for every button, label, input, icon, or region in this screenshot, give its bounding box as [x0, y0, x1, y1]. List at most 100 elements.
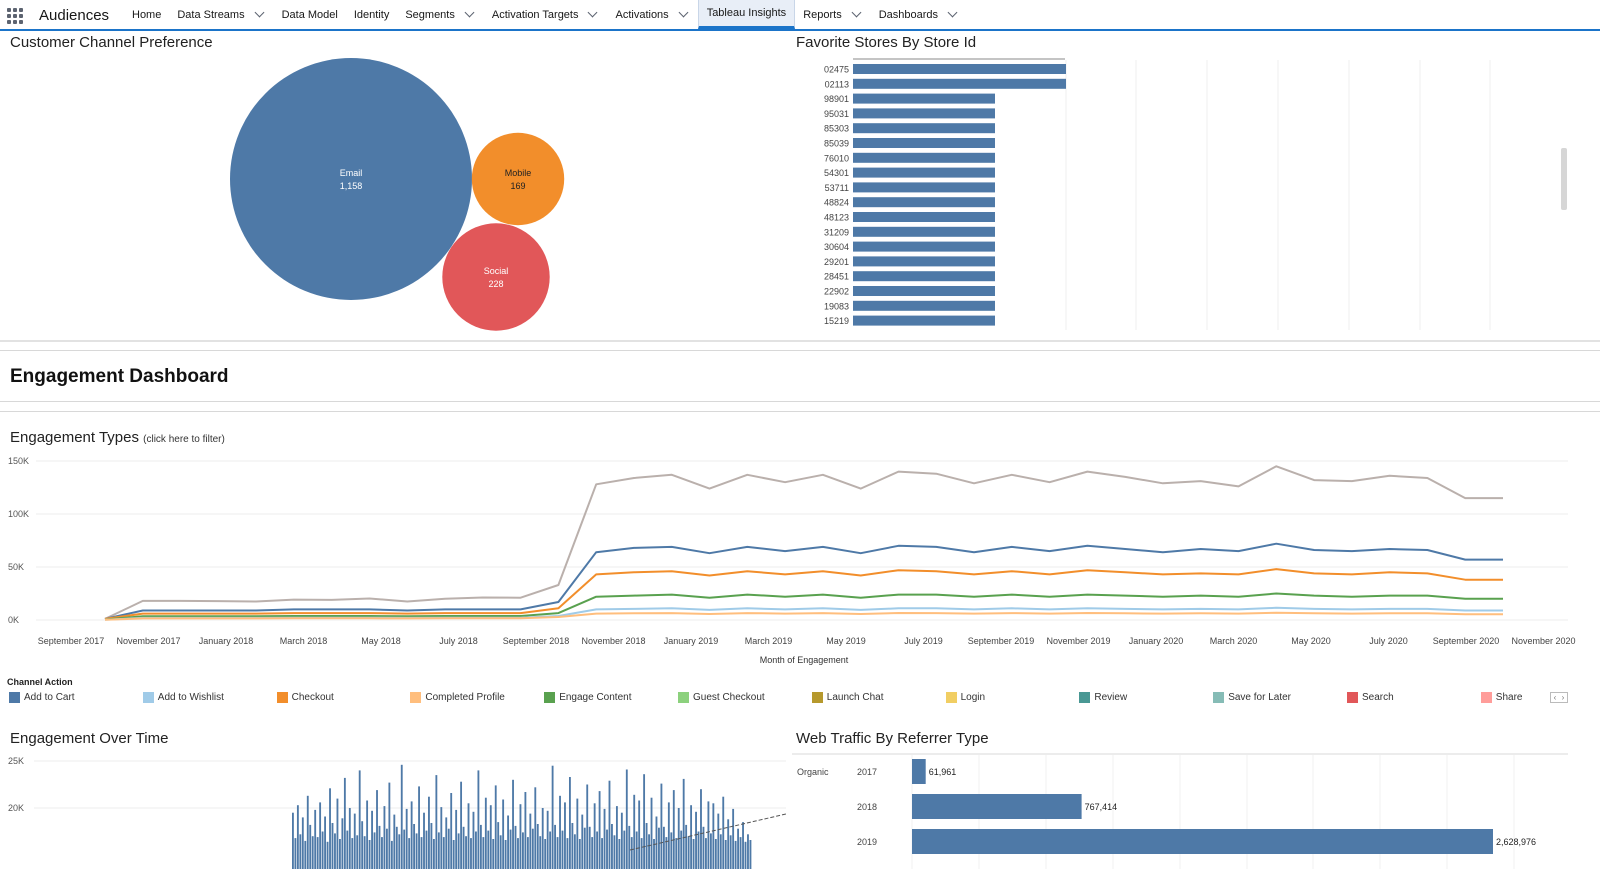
- engagement-bar[interactable]: [363, 836, 366, 869]
- series-line-checkout[interactable]: [104, 568, 1503, 620]
- engagement-bar[interactable]: [700, 789, 702, 869]
- engagement-bar[interactable]: [531, 828, 534, 869]
- engagement-bar[interactable]: [630, 837, 633, 869]
- nav-tab-data-model[interactable]: Data Model: [274, 0, 346, 29]
- engagement-bar[interactable]: [714, 839, 717, 869]
- legend-item-search[interactable]: Search: [1347, 692, 1394, 703]
- store-bar[interactable]: [853, 78, 1066, 89]
- engagement-bar[interactable]: [378, 825, 381, 869]
- engagement-bar[interactable]: [650, 797, 653, 869]
- store-bar[interactable]: [853, 123, 995, 134]
- engagement-bar[interactable]: [423, 812, 425, 869]
- engagement-bar[interactable]: [640, 838, 643, 869]
- engagement-bar[interactable]: [729, 835, 732, 869]
- engagement-bar[interactable]: [413, 824, 416, 869]
- engagement-bar[interactable]: [457, 833, 460, 869]
- engagement-types-filter-hint[interactable]: (click here to filter): [143, 434, 225, 445]
- legend-pager[interactable]: ‹ ›: [1550, 692, 1568, 703]
- engagement-bar[interactable]: [551, 765, 554, 869]
- engagement-bar[interactable]: [356, 835, 359, 869]
- store-bar[interactable]: [853, 271, 995, 282]
- engagement-bar[interactable]: [544, 839, 547, 869]
- engagement-bar[interactable]: [613, 835, 616, 869]
- store-bar[interactable]: [853, 300, 995, 311]
- traffic-bar[interactable]: [912, 829, 1493, 854]
- engagement-bar[interactable]: [734, 840, 737, 869]
- engagement-bar[interactable]: [653, 839, 655, 869]
- nav-tab-dashboards[interactable]: Dashboards: [871, 0, 967, 29]
- engagement-bar[interactable]: [403, 829, 406, 869]
- engagement-bar[interactable]: [519, 804, 522, 869]
- engagement-bar[interactable]: [477, 770, 480, 869]
- engagement-bar[interactable]: [633, 794, 636, 869]
- engagement-bar[interactable]: [655, 816, 658, 869]
- engagement-bar[interactable]: [635, 831, 638, 869]
- engagement-bar[interactable]: [546, 810, 549, 869]
- engagement-bar[interactable]: [450, 793, 453, 869]
- legend-item-save-for-later[interactable]: Save for Later: [1213, 692, 1291, 703]
- engagement-bar[interactable]: [306, 795, 309, 869]
- engagement-bar[interactable]: [586, 784, 589, 869]
- engagement-bar[interactable]: [388, 782, 391, 869]
- engagement-bar[interactable]: [351, 838, 354, 869]
- nav-tab-reports[interactable]: Reports: [795, 0, 871, 29]
- engagement-bar[interactable]: [707, 801, 710, 869]
- engagement-bar[interactable]: [447, 828, 450, 869]
- engagement-bar[interactable]: [343, 777, 346, 869]
- engagement-bar[interactable]: [361, 821, 364, 869]
- legend-item-share[interactable]: Share: [1480, 692, 1522, 703]
- engagement-bar[interactable]: [301, 817, 304, 869]
- engagement-bar[interactable]: [400, 764, 403, 869]
- engagement-bar[interactable]: [482, 837, 485, 869]
- engagement-bar[interactable]: [598, 791, 601, 869]
- engagement-bar[interactable]: [509, 829, 512, 869]
- engagement-bar[interactable]: [692, 839, 695, 869]
- engagement-bar[interactable]: [373, 832, 376, 869]
- engagement-bar[interactable]: [670, 832, 673, 869]
- series-line-completed-profile[interactable]: [104, 611, 1503, 621]
- store-bar[interactable]: [853, 226, 995, 237]
- engagement-bar[interactable]: [749, 840, 752, 869]
- engagement-bar[interactable]: [727, 819, 730, 869]
- engagement-bar[interactable]: [522, 832, 524, 869]
- legend-item-checkout[interactable]: Checkout: [276, 692, 334, 703]
- engagement-bar[interactable]: [336, 798, 339, 869]
- nav-tab-data-streams[interactable]: Data Streams: [169, 0, 273, 29]
- store-bar[interactable]: [853, 138, 995, 148]
- engagement-bar[interactable]: [321, 831, 324, 869]
- engagement-bar[interactable]: [732, 808, 735, 869]
- engagement-bar[interactable]: [398, 834, 401, 869]
- engagement-bar[interactable]: [690, 805, 693, 869]
- nav-tab-home[interactable]: Home: [124, 0, 169, 29]
- engagement-bar[interactable]: [665, 837, 668, 869]
- engagement-bar[interactable]: [549, 831, 552, 869]
- engagement-bar[interactable]: [618, 839, 621, 869]
- engagement-bar[interactable]: [645, 823, 648, 869]
- engagement-bar[interactable]: [603, 808, 606, 869]
- engagement-bar[interactable]: [578, 839, 581, 869]
- engagement-bar[interactable]: [487, 830, 490, 869]
- engagement-bar[interactable]: [695, 811, 697, 869]
- legend-next-button[interactable]: ›: [1561, 693, 1565, 702]
- engagement-bar[interactable]: [554, 824, 556, 869]
- engagement-bar[interactable]: [709, 833, 712, 869]
- engagement-bar[interactable]: [662, 826, 665, 869]
- engagement-bar[interactable]: [568, 777, 571, 869]
- engagement-bar[interactable]: [643, 774, 646, 869]
- engagement-bar[interactable]: [638, 800, 641, 869]
- engagement-bar[interactable]: [534, 787, 537, 869]
- engagement-bar[interactable]: [472, 811, 475, 869]
- engagement-bar[interactable]: [658, 827, 660, 869]
- engagement-bar[interactable]: [571, 823, 574, 869]
- bubble-social[interactable]: [442, 223, 550, 331]
- engagement-bar[interactable]: [494, 785, 497, 869]
- engagement-bar[interactable]: [573, 834, 576, 869]
- engagement-bar[interactable]: [526, 837, 529, 869]
- nav-tab-tableau-insights[interactable]: Tableau Insights: [697, 0, 796, 29]
- engagement-bar[interactable]: [475, 831, 477, 869]
- engagement-bar[interactable]: [408, 838, 411, 869]
- engagement-bar[interactable]: [460, 781, 463, 869]
- engagement-bar[interactable]: [497, 822, 500, 869]
- engagement-bar[interactable]: [541, 808, 544, 869]
- nav-tab-segments[interactable]: Segments: [397, 0, 484, 29]
